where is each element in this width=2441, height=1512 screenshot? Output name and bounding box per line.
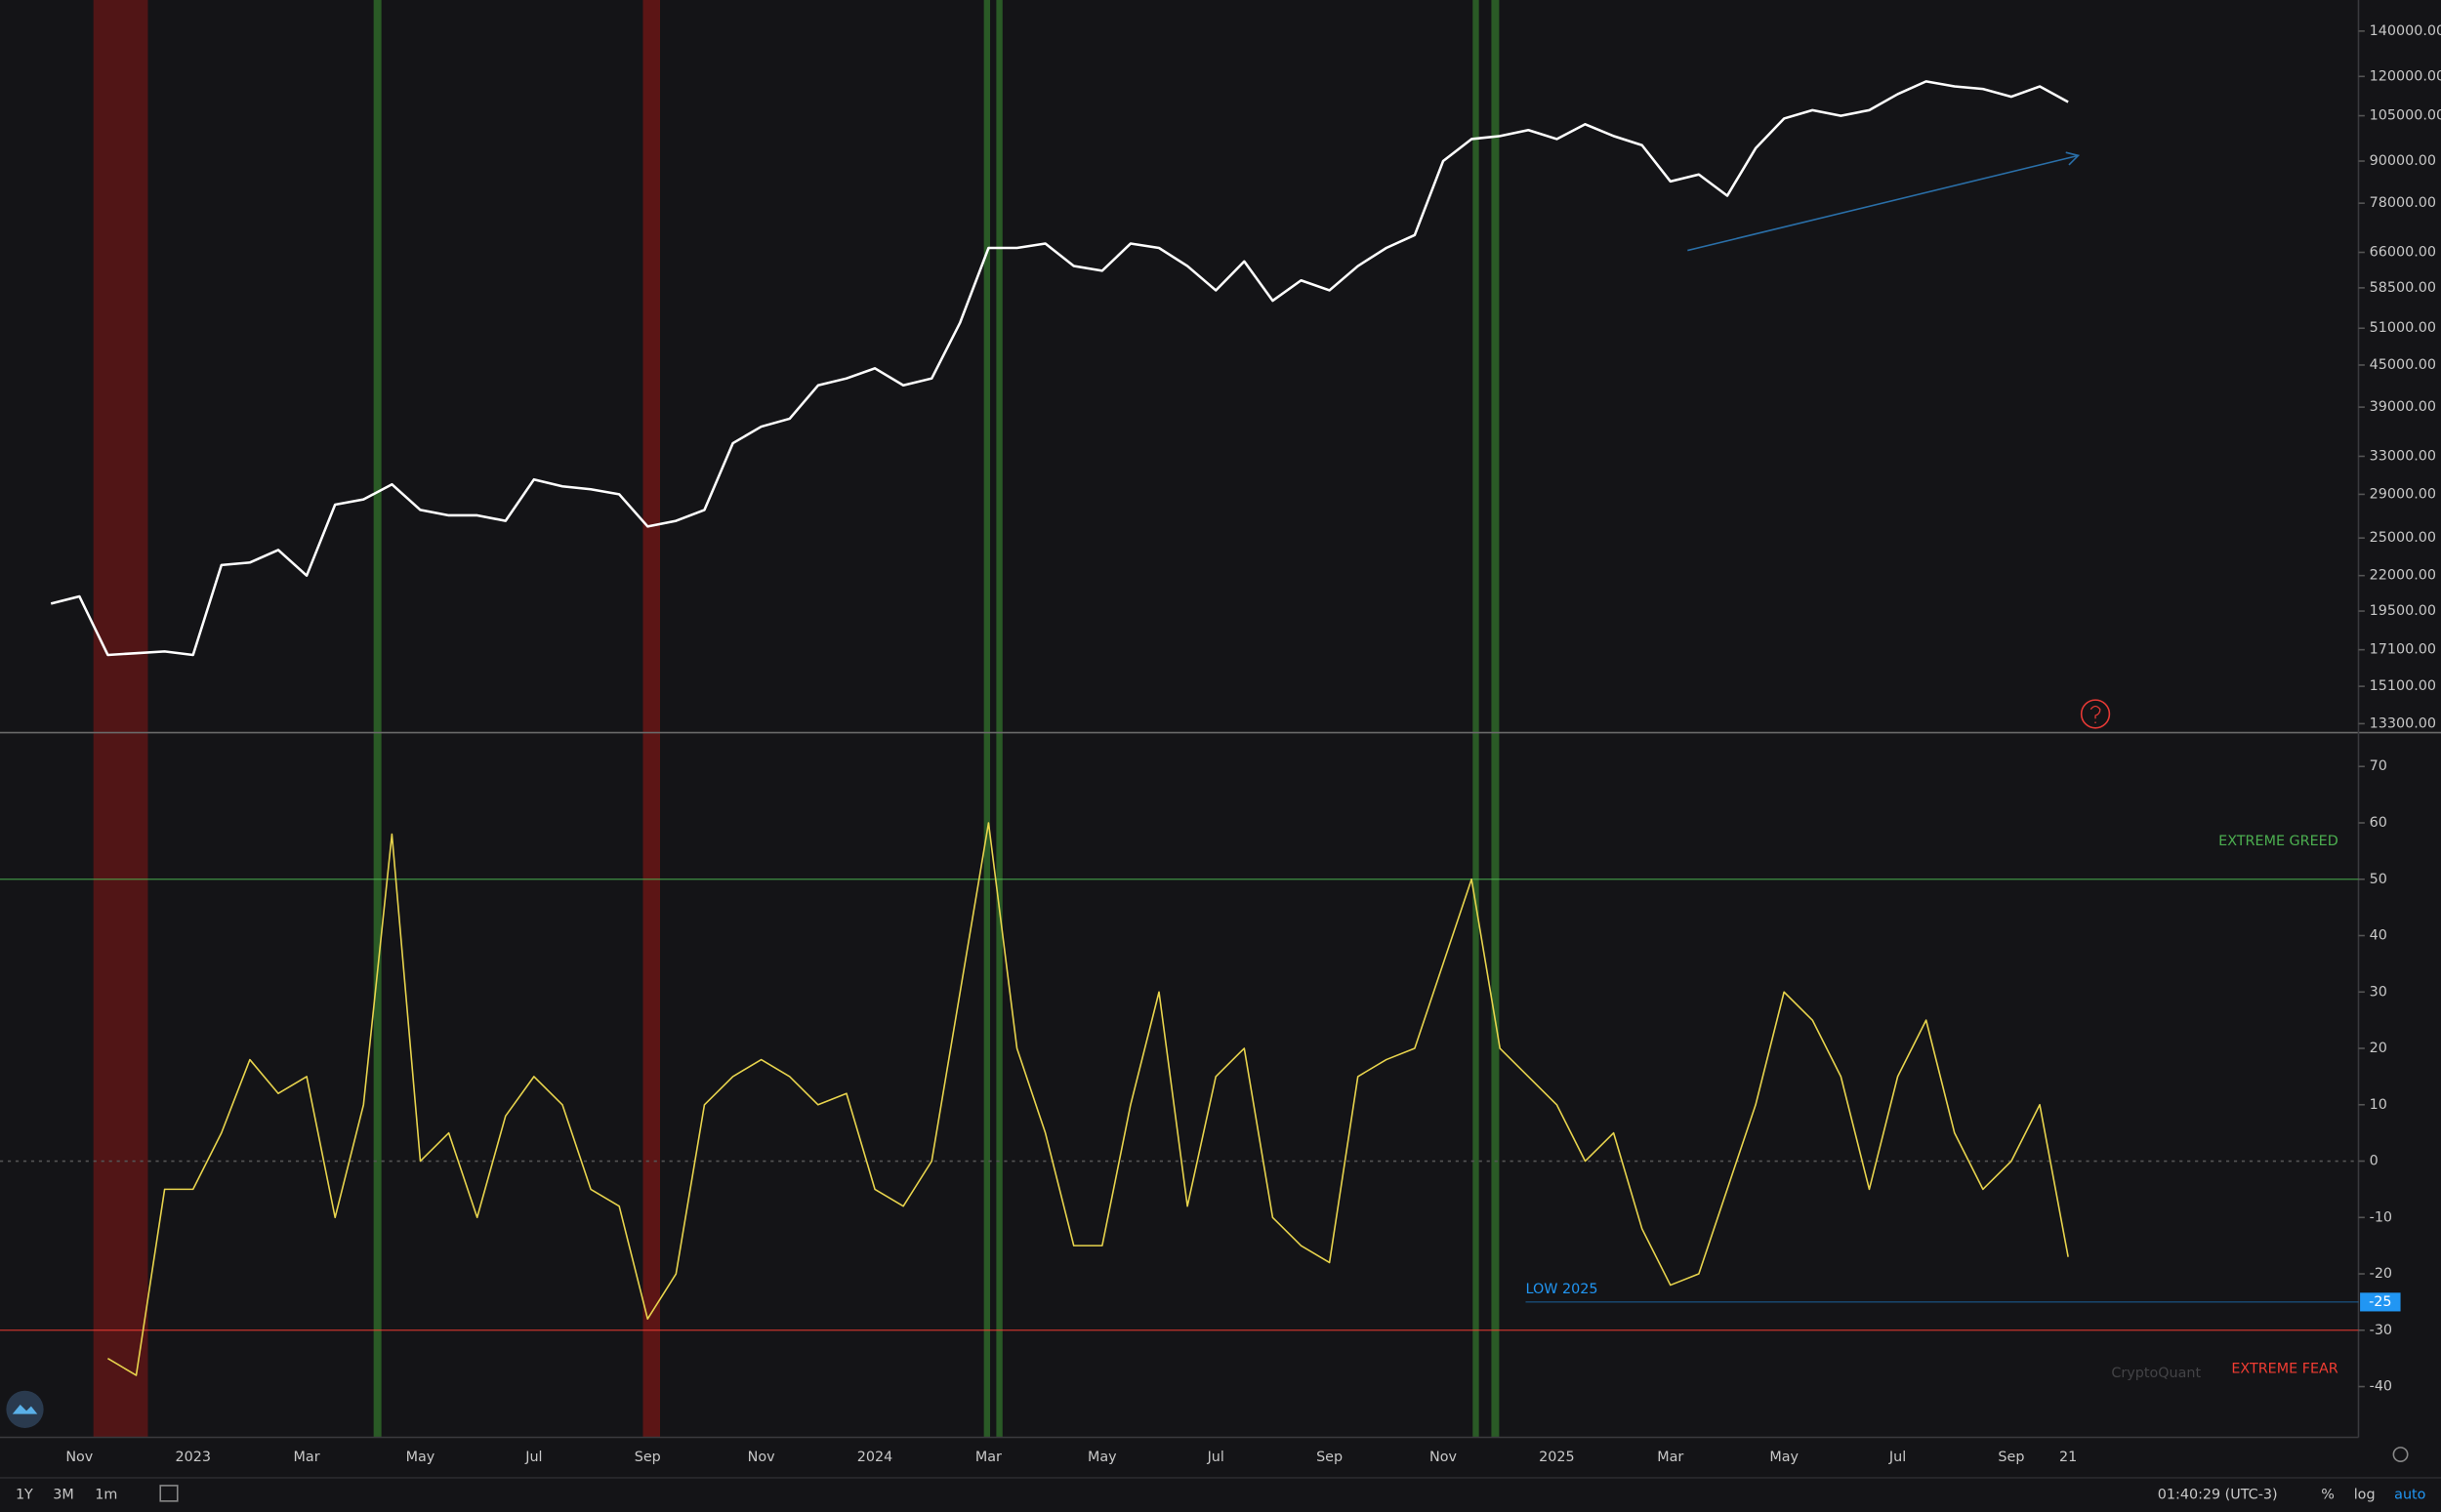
scale-option[interactable]: % <box>2321 1487 2335 1502</box>
help-icon[interactable] <box>2080 699 2111 729</box>
watermark: CryptoQuant <box>2111 1366 2201 1381</box>
x-tick-label: May <box>406 1450 435 1465</box>
y-tick-label: 78000.00 <box>2370 195 2436 211</box>
x-tick-label: Sep <box>635 1450 661 1465</box>
scale-option[interactable]: auto <box>2394 1487 2425 1502</box>
x-tick-label: Nov <box>65 1450 93 1465</box>
x-tick-label: Sep <box>1316 1450 1343 1465</box>
y-tick-label: 25000.00 <box>2370 530 2436 546</box>
trend-line <box>1687 154 2079 252</box>
y2-tick-label: -40 <box>2370 1379 2392 1395</box>
y2-tick-label: -30 <box>2370 1323 2392 1338</box>
y2-tick-label: 30 <box>2370 984 2387 1000</box>
x-tick-label: Mar <box>975 1450 1002 1465</box>
range-button[interactable]: 1m <box>95 1487 117 1502</box>
y-tick-label: 33000.00 <box>2370 448 2436 464</box>
y-tick-label: 120000.00 <box>2370 68 2441 84</box>
y2-tick-label: 50 <box>2370 872 2387 887</box>
reference-label: LOW 2025 <box>1526 1282 1598 1297</box>
y-tick-label: 90000.00 <box>2370 153 2436 169</box>
y2-tick-label: 40 <box>2370 928 2387 944</box>
x-tick-label: Nov <box>748 1450 775 1465</box>
y-tick-label: 51000.00 <box>2370 320 2436 336</box>
y2-tick-label: 10 <box>2370 1097 2387 1113</box>
y-tick-label: 22000.00 <box>2370 568 2436 584</box>
annotation-text: EXTREME FEAR <box>2231 1361 2338 1376</box>
y-tick-label: 58500.00 <box>2370 280 2436 296</box>
y-tick-label: 39000.00 <box>2370 399 2436 415</box>
greed-band <box>1491 0 1500 1438</box>
y-tick-label: 45000.00 <box>2370 357 2436 373</box>
y-tick-label: 17100.00 <box>2370 642 2436 658</box>
logo-glyph <box>12 1405 38 1414</box>
y2-tick-label: -20 <box>2370 1266 2392 1282</box>
y2-tick-label: 0 <box>2370 1154 2379 1169</box>
range-button[interactable]: 1Y <box>16 1487 33 1502</box>
x-tick-label: 2024 <box>857 1450 892 1465</box>
x-tick-label: Mar <box>1657 1450 1683 1465</box>
event-bands <box>93 0 1500 1438</box>
greed-band <box>1472 0 1479 1438</box>
y-tick-label: 105000.00 <box>2370 108 2441 124</box>
x-tick-label: Jul <box>1207 1450 1224 1465</box>
help-glyph <box>2089 705 2101 724</box>
greed-band <box>373 0 382 1438</box>
greed-band <box>983 0 991 1438</box>
fear-band <box>93 0 148 1438</box>
price-line <box>50 80 2069 657</box>
y-tick-label: 15100.00 <box>2370 678 2436 694</box>
annotation-text: EXTREME GREED <box>2218 834 2338 849</box>
x-tick-label: Jul <box>524 1450 542 1465</box>
x-tick-label: Sep <box>1998 1450 2024 1465</box>
y2-tick-label: 70 <box>2370 758 2387 774</box>
y2-tick-label: 20 <box>2370 1041 2387 1056</box>
y2-tick-label: -10 <box>2370 1209 2392 1225</box>
sentiment-line <box>107 822 2069 1376</box>
x-tick-label: 21 <box>2059 1450 2077 1465</box>
reference-badge-label: -25 <box>2369 1294 2391 1310</box>
x-tick-label: May <box>1088 1450 1117 1465</box>
y-tick-label: 13300.00 <box>2370 715 2436 731</box>
calendar-icon[interactable] <box>159 1485 179 1502</box>
range-button[interactable]: 3M <box>53 1487 73 1502</box>
clock: 01:40:29 (UTC-3) <box>2158 1487 2278 1502</box>
reference-badge <box>2360 1292 2401 1312</box>
x-tick-label: Mar <box>294 1450 320 1465</box>
trend-arrow <box>1687 151 2081 252</box>
y2-tick-label: 60 <box>2370 815 2387 831</box>
x-tick-label: 2025 <box>1539 1450 1574 1465</box>
scale-option[interactable]: log <box>2354 1487 2376 1502</box>
x-tick-label: Jul <box>1888 1450 1906 1465</box>
y-tick-label: 140000.00 <box>2370 23 2441 39</box>
x-tick-label: 2023 <box>175 1450 210 1465</box>
y-tick-label: 29000.00 <box>2370 486 2436 502</box>
y-tick-label: 19500.00 <box>2370 603 2436 619</box>
x-tick-label: Nov <box>1429 1450 1457 1465</box>
arrow-head <box>2065 151 2081 166</box>
greed-band <box>996 0 1003 1438</box>
y-tick-label: 66000.00 <box>2370 245 2436 261</box>
x-tick-label: May <box>1769 1450 1799 1465</box>
settings-icon[interactable] <box>2392 1447 2409 1463</box>
fear-band <box>642 0 661 1438</box>
